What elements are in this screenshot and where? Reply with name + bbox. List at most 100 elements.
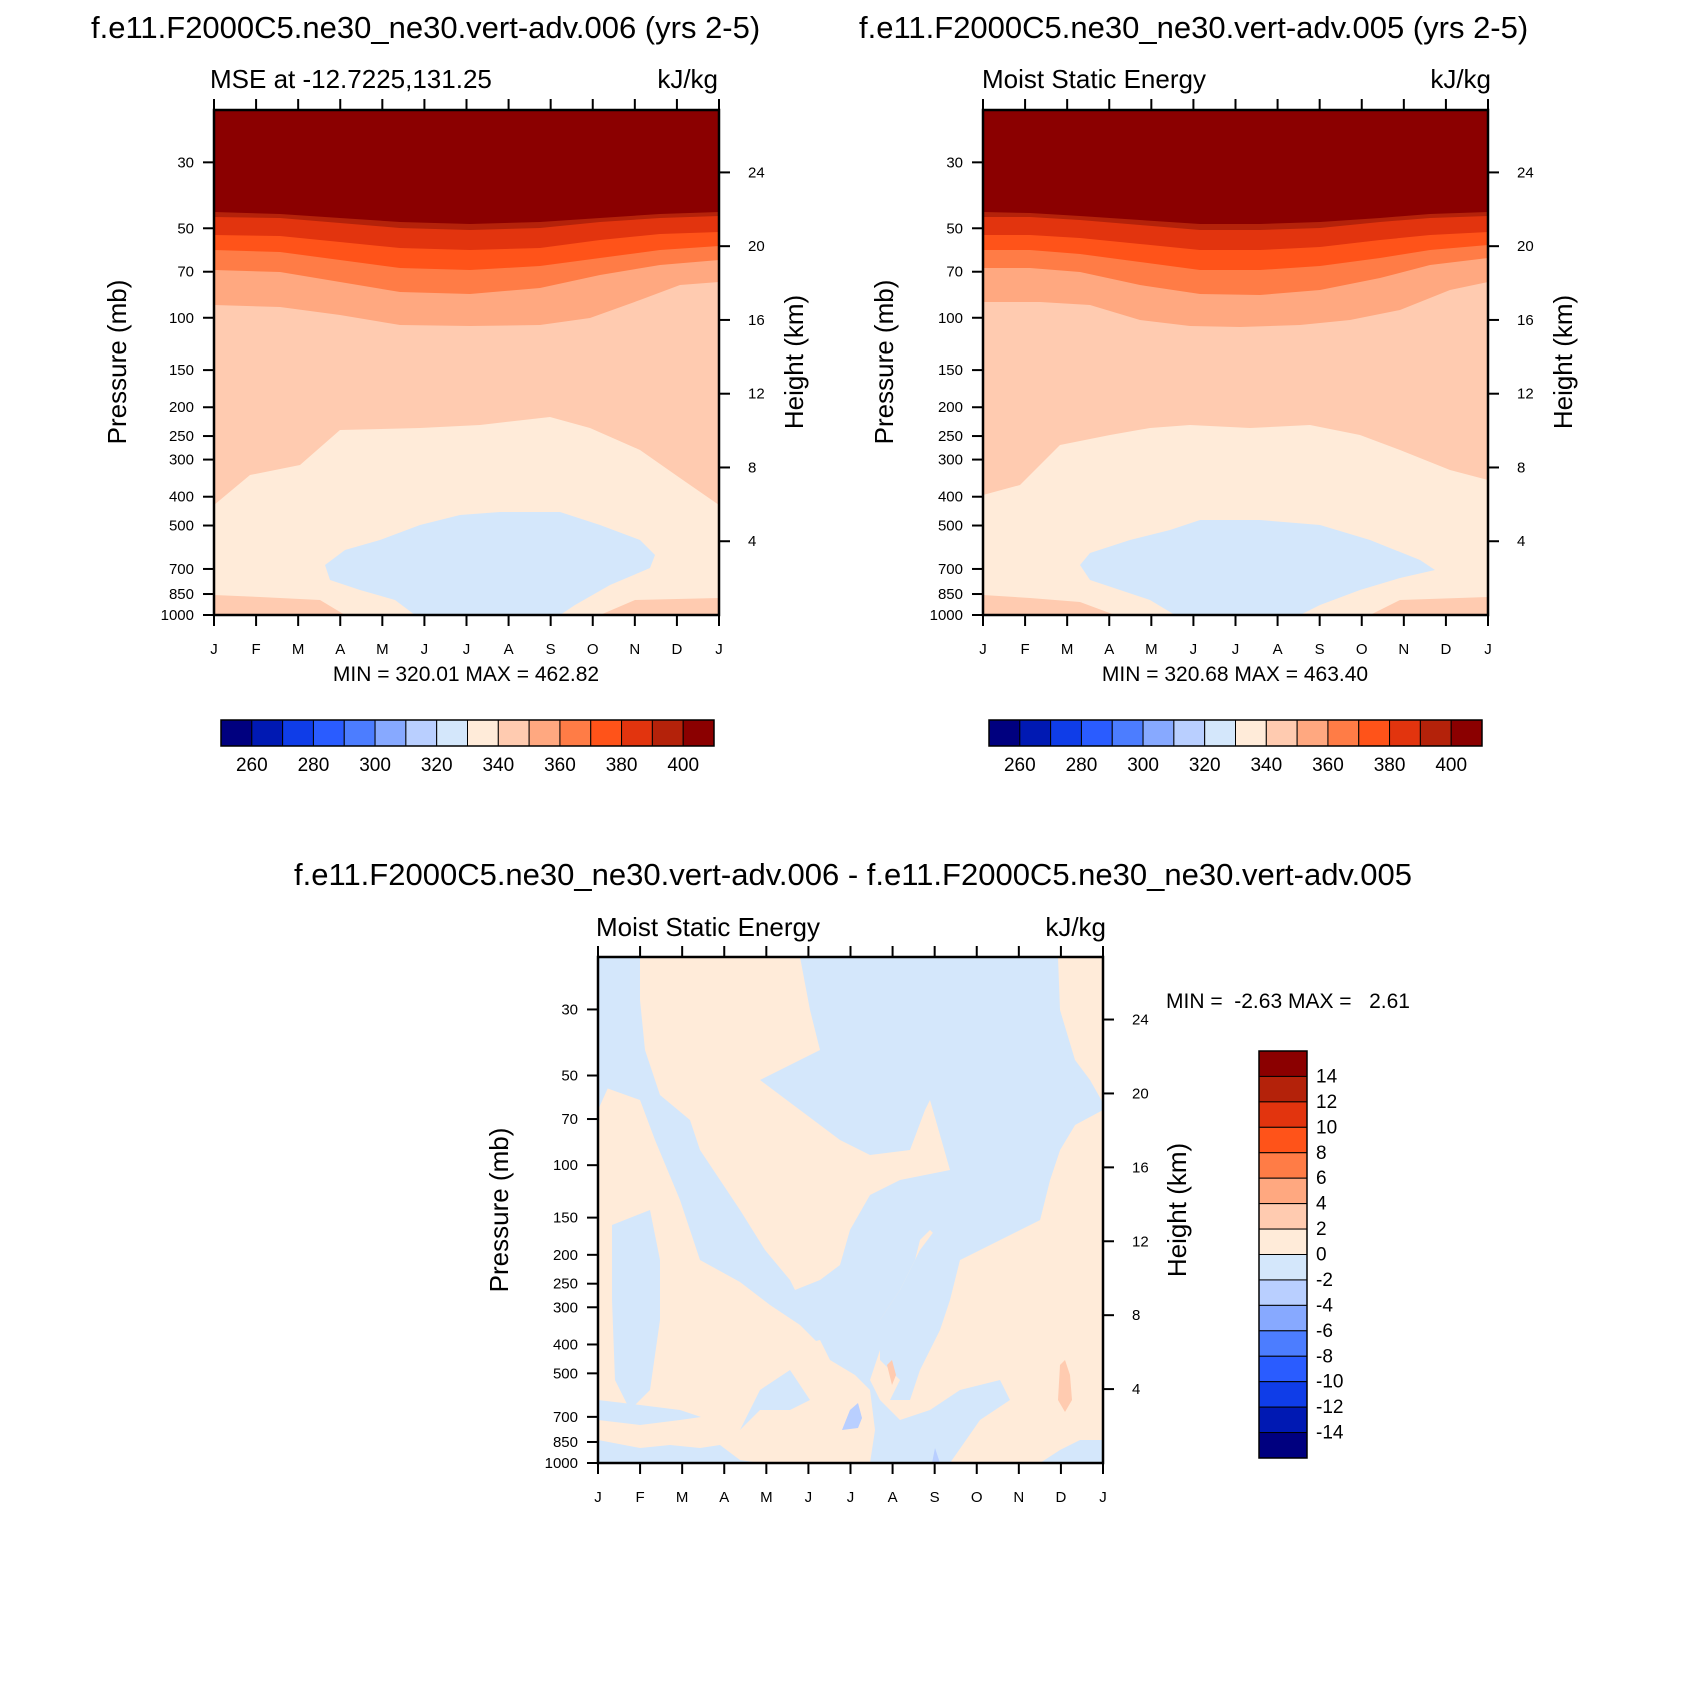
y-tick-label: 30 xyxy=(561,1001,578,1018)
plot-area-bottom xyxy=(596,955,1105,1465)
y-tick-label: 250 xyxy=(938,428,963,445)
y2-tick-label: 24 xyxy=(1132,1012,1149,1029)
y-tick-label: 700 xyxy=(553,1409,578,1426)
colorbar-swatch xyxy=(528,719,561,747)
colorbar-swatch xyxy=(1258,1304,1308,1332)
colorbar-swatch xyxy=(220,719,253,747)
colorbar-swatch xyxy=(590,719,623,747)
x-tick-label: M xyxy=(292,641,305,658)
x-tick-label: F xyxy=(251,641,260,658)
x-tick-label: A xyxy=(335,641,345,658)
plot-area-top-left xyxy=(212,108,721,617)
x-tick-label: N xyxy=(1398,641,1409,658)
panel-title-top-right: f.e11.F2000C5.ne30_ne30.vert-adv.005 (yr… xyxy=(859,10,1528,45)
colorbar-label: 340 xyxy=(482,755,514,776)
y2-tick-label: 8 xyxy=(748,459,756,476)
y-tick-label: 250 xyxy=(553,1276,578,1293)
colorbar-frame xyxy=(988,719,1483,747)
fill-band xyxy=(214,595,345,615)
y2-tick-label: 12 xyxy=(1132,1233,1149,1250)
y-tick-label: 150 xyxy=(169,362,194,379)
colorbar-swatch xyxy=(1327,719,1360,747)
fill-band xyxy=(983,110,1488,224)
colorbar-label: 320 xyxy=(421,755,453,776)
y-tick-label: 500 xyxy=(169,518,194,535)
colorbar-label: 360 xyxy=(544,755,576,776)
y2-tick-label: 20 xyxy=(1132,1085,1149,1102)
y-tick-label: 70 xyxy=(946,264,963,281)
fill-band xyxy=(887,1360,896,1385)
y-tick-label: 100 xyxy=(553,1157,578,1174)
colorbar-label: 260 xyxy=(1004,755,1036,776)
y2-tick-label: 4 xyxy=(1517,533,1525,550)
colorbar-label: 260 xyxy=(236,755,268,776)
colorbar-label: 14 xyxy=(1316,1066,1338,1087)
colorbar-label: -6 xyxy=(1316,1321,1333,1342)
y-tick-label: 300 xyxy=(938,452,963,469)
x-tick-label: M xyxy=(1061,641,1074,658)
colorbar-swatch xyxy=(1358,719,1391,747)
fill-band xyxy=(1080,520,1435,615)
colorbar-swatch xyxy=(988,719,1021,747)
y-axis-label-right-top-right: Height (km) xyxy=(1548,295,1578,429)
x-tick-label: F xyxy=(1020,641,1029,658)
colorbar-label: 380 xyxy=(1374,755,1406,776)
colorbar-swatch xyxy=(1258,1152,1308,1179)
y-tick-label: 700 xyxy=(169,561,194,578)
colorbar-frame xyxy=(1258,1050,1308,1459)
colorbar-label: -4 xyxy=(1316,1295,1333,1316)
y2-tick-label: 16 xyxy=(1132,1159,1149,1176)
y2-tick-label: 20 xyxy=(748,238,765,255)
colorbar-swatch xyxy=(1296,719,1329,747)
y-tick-label: 100 xyxy=(938,310,963,327)
x-tick-label: O xyxy=(587,641,599,658)
y-tick-label: 1000 xyxy=(545,1455,578,1472)
y-tick-label: 1000 xyxy=(930,607,963,624)
plot-label-top-left: MSE at -12.7225,131.25 xyxy=(210,64,492,94)
fill-band xyxy=(870,1110,1103,1463)
y2-tick-label: 12 xyxy=(1517,386,1534,403)
y-axis-label-top-right: Pressure (mb) xyxy=(869,280,899,445)
x-tick-label: J xyxy=(805,1489,813,1506)
colorbar-bottom: 14 12 10 8 6 4 2 0 -2 -4 -6 -8 -10 -12 -14 xyxy=(1258,1050,1344,1459)
colorbar-swatch xyxy=(1419,719,1452,747)
colorbar-swatch xyxy=(497,719,530,747)
y-tick-label: 300 xyxy=(169,452,194,469)
colorbar-swatch xyxy=(1050,719,1082,747)
colorbar-swatch xyxy=(1258,1228,1308,1255)
colorbar-swatch xyxy=(1019,719,1052,747)
y-tick-label: 50 xyxy=(561,1068,578,1085)
colorbar-swatch xyxy=(559,719,592,747)
x-tick-label: J xyxy=(421,641,429,658)
x-tick-label: J xyxy=(847,1489,855,1506)
y-tick-label: 400 xyxy=(938,489,963,506)
x-tick-label: N xyxy=(1013,1489,1024,1506)
x-tick-label: A xyxy=(1273,641,1283,658)
panel-title-top-left: f.e11.F2000C5.ne30_ne30.vert-adv.006 (yr… xyxy=(91,10,760,45)
x-tick-label: A xyxy=(888,1489,898,1506)
x-tick-label: M xyxy=(1145,641,1158,658)
fill-band xyxy=(842,1403,862,1430)
x-tick-label: A xyxy=(504,641,514,658)
colorbar-swatch xyxy=(682,719,715,747)
x-tick-label: D xyxy=(1440,641,1451,658)
colorbar-label: 10 xyxy=(1316,1117,1337,1138)
x-tick-label: F xyxy=(635,1489,644,1506)
fill-band xyxy=(640,957,950,1290)
colorbar-label: -8 xyxy=(1316,1346,1333,1367)
colorbar-label: 400 xyxy=(1435,755,1467,776)
y-tick-label: 850 xyxy=(938,586,963,603)
colorbar-top-left: 260 280 300 320 340 360 380 400 xyxy=(220,719,715,776)
fill-band xyxy=(880,957,1075,1400)
x-tick-label: M xyxy=(676,1489,689,1506)
y-tick-label: 500 xyxy=(938,518,963,535)
y-axis-label-right-top-left: Height (km) xyxy=(779,295,809,429)
colorbar-label: 280 xyxy=(298,755,330,776)
colorbar-swatch xyxy=(1258,1075,1308,1103)
y-tick-label: 150 xyxy=(553,1210,578,1227)
y-tick-label: 300 xyxy=(553,1299,578,1316)
x-tick-label: O xyxy=(1356,641,1368,658)
y-axis-label-top-left: Pressure (mb) xyxy=(102,280,132,445)
y-tick-label: 400 xyxy=(553,1336,578,1353)
x-tick-label: J xyxy=(463,641,471,658)
